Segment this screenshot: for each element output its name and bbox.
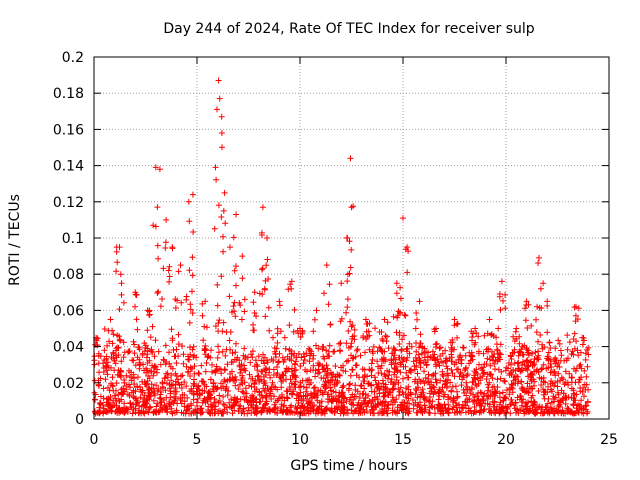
axis-ticks [93, 56, 610, 420]
y-tick-label: 0.08 [53, 267, 84, 283]
y-tick-label: 0.18 [53, 86, 84, 102]
y-axis-tick-labels: 0 0.02 0.04 0.06 0.08 0.1 0.12 0.14 0.16 0.18 0.2 [53, 50, 84, 428]
y-tick-label: 0.16 [53, 122, 84, 138]
x-axis-tick-labels: 0 5 10 15 20 25 [90, 432, 618, 448]
y-axis-label: ROTI / TECUs [7, 194, 23, 286]
y-tick-label: 0 [75, 412, 84, 428]
y-tick-label: 0.02 [53, 376, 84, 392]
x-tick-label: 10 [291, 432, 309, 448]
y-tick-label: 0.12 [53, 195, 84, 211]
y-tick-label: 0.06 [53, 303, 84, 319]
y-tick-label: 0.04 [53, 340, 84, 356]
y-tick-label: 0.1 [62, 231, 84, 247]
x-tick-label: 20 [497, 432, 515, 448]
scatter-markers [91, 77, 592, 417]
x-tick-label: 0 [90, 432, 99, 448]
chart-title: Day 244 of 2024, Rate Of TEC Index for r… [163, 21, 534, 37]
y-tick-label: 0.14 [53, 159, 84, 175]
x-tick-label: 25 [600, 432, 618, 448]
y-tick-label: 0.2 [62, 50, 84, 66]
x-tick-label: 15 [394, 432, 412, 448]
x-tick-label: 5 [193, 432, 202, 448]
data-points [91, 77, 592, 417]
x-axis-label: GPS time / hours [290, 458, 407, 474]
